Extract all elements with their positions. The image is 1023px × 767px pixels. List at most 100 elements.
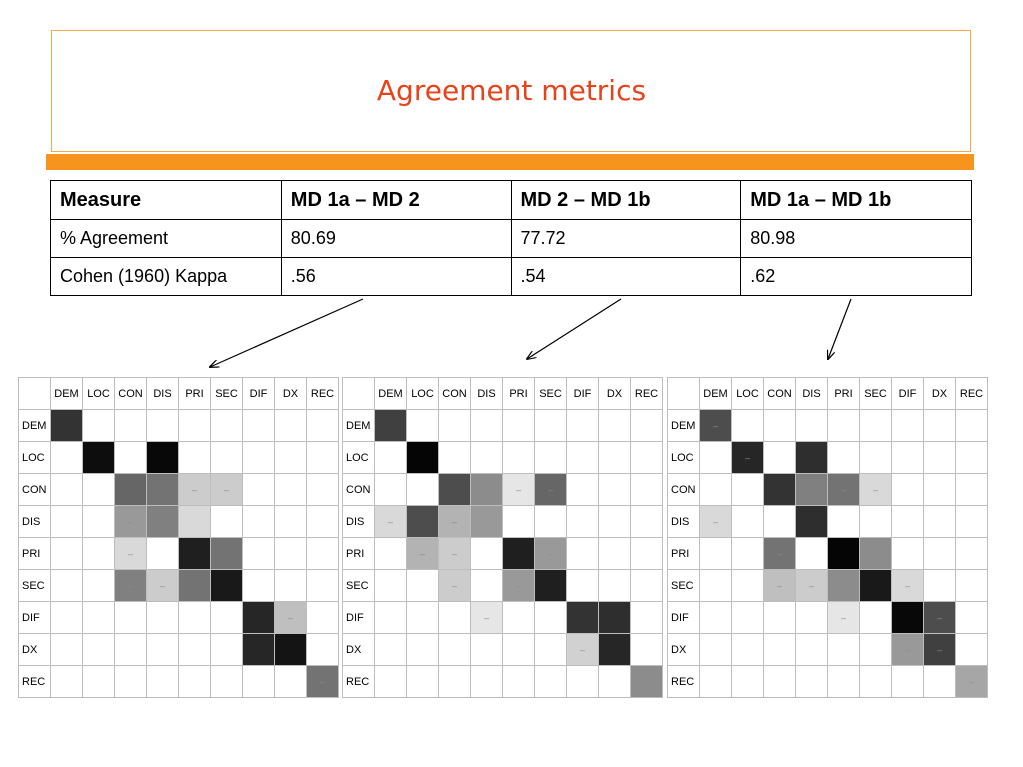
matrix-col-header: SEC — [859, 377, 892, 410]
matrix-row-header: LOC — [18, 441, 51, 474]
matrix-cell — [306, 505, 339, 538]
matrix-cell — [763, 409, 796, 442]
agreement-md1a-md2: 80.69 — [280, 219, 512, 258]
matrix-cell — [731, 601, 764, 634]
matrix-cell — [210, 505, 243, 538]
matrix-cell — [534, 505, 567, 538]
matrix-cell — [470, 441, 503, 474]
matrix-cell — [630, 441, 663, 474]
matrix-col-header: LOC — [82, 377, 115, 410]
matrix-cell — [795, 409, 828, 442]
matrix-cell — [470, 537, 503, 570]
matrix-row-header: LOC — [667, 441, 700, 474]
matrix-cell — [630, 409, 663, 442]
matrix-col-header: DX — [923, 377, 956, 410]
kappa-md2-md1b: .54 — [510, 257, 742, 296]
cell-dash-mark: – — [547, 548, 553, 559]
matrix-cell — [598, 665, 631, 698]
matrix-cell: – — [438, 505, 471, 538]
matrix-row: DIF – — [18, 601, 339, 634]
matrix-row: DEM – — [667, 409, 988, 442]
cell-dash-mark: – — [159, 580, 165, 591]
arrow-3 — [828, 298, 852, 359]
matrix-cell — [502, 665, 535, 698]
agreement-md2-md1b: 77.72 — [510, 219, 742, 258]
cell-dash-mark: – — [840, 580, 846, 591]
matrix-cell — [114, 409, 147, 442]
matrix-cell — [306, 569, 339, 602]
matrix-cell — [502, 441, 535, 474]
matrix-cell: – — [763, 569, 796, 602]
matrix-cell — [699, 665, 732, 698]
matrix-cell — [374, 633, 407, 666]
matrix-row: SEC – – – – — [667, 569, 988, 602]
matrix-row-header: REC — [342, 665, 375, 698]
matrix-col-header: DIF — [566, 377, 599, 410]
matrix-cell: – — [306, 665, 339, 698]
matrix-cell — [763, 665, 796, 698]
cell-dash-mark: – — [287, 612, 293, 623]
matrix-cell — [82, 473, 115, 506]
matrix-cell — [827, 665, 860, 698]
matrix-cell — [210, 601, 243, 634]
table-header-row: Measure MD 1a – MD 2 MD 2 – MD 1b MD 1a … — [50, 180, 972, 220]
cell-dash-mark: – — [872, 484, 878, 495]
matrix-cell: – — [534, 473, 567, 506]
matrix-cell — [699, 441, 732, 474]
matrix-cell — [242, 665, 275, 698]
title-box — [51, 30, 971, 152]
matrix-header-row: DEM LOC CON DIS PRI SEC DIF DX REC — [342, 377, 663, 410]
matrix-row-header: DIF — [342, 601, 375, 634]
cell-dash-mark: – — [515, 484, 521, 495]
matrix-cell: – — [470, 473, 503, 506]
matrix-cell — [731, 569, 764, 602]
matrix-col-header: LOC — [406, 377, 439, 410]
matrix-cell — [859, 409, 892, 442]
matrix-cell: – — [891, 569, 924, 602]
matrix-cell: – — [923, 601, 956, 634]
matrix-cell — [178, 505, 211, 538]
matrix-cell: – — [374, 505, 407, 538]
matrix-cell — [274, 569, 307, 602]
matrix-cell — [82, 441, 115, 474]
matrix-cell — [374, 569, 407, 602]
matrix-cell — [598, 505, 631, 538]
matrix-cell — [50, 409, 83, 442]
matrix-cell — [274, 409, 307, 442]
matrix-cell — [274, 473, 307, 506]
matrix-cell — [502, 633, 535, 666]
matrix-row-header: PRI — [667, 537, 700, 570]
matrix-cell — [795, 473, 828, 506]
matrix-cell — [891, 505, 924, 538]
matrix-cell — [598, 601, 631, 634]
matrix-cell: – — [699, 505, 732, 538]
matrix-col-header: DIS — [470, 377, 503, 410]
matrix-cell — [598, 569, 631, 602]
matrix-cell — [566, 441, 599, 474]
matrix-cell — [502, 409, 535, 442]
matrix-cell — [438, 633, 471, 666]
matrix-cell: – — [955, 665, 988, 698]
matrix-row: CON – – — [667, 473, 988, 506]
cell-dash-mark: – — [483, 612, 489, 623]
matrix-row-header: DX — [342, 633, 375, 666]
matrix-col-header: DIS — [795, 377, 828, 410]
matrix-cell — [827, 505, 860, 538]
cell-dash-mark: – — [776, 580, 782, 591]
matrix-cell — [82, 665, 115, 698]
matrix-cell — [406, 601, 439, 634]
matrix-row-header: SEC — [18, 569, 51, 602]
cell-dash-mark: – — [744, 452, 750, 463]
agreement-md1a-md1b: 80.98 — [740, 219, 972, 258]
matrix-row: DIF – — [342, 601, 663, 634]
matrix-cell: – — [534, 537, 567, 570]
matrix-cell — [827, 409, 860, 442]
matrix-cell — [178, 441, 211, 474]
matrix-cell: – — [146, 569, 179, 602]
matrix-cell — [502, 537, 535, 570]
matrix-cell: – — [502, 473, 535, 506]
matrix-cell — [795, 633, 828, 666]
matrix-cell: – — [566, 633, 599, 666]
cell-dash-mark: – — [840, 484, 846, 495]
matrix-cell — [406, 441, 439, 474]
